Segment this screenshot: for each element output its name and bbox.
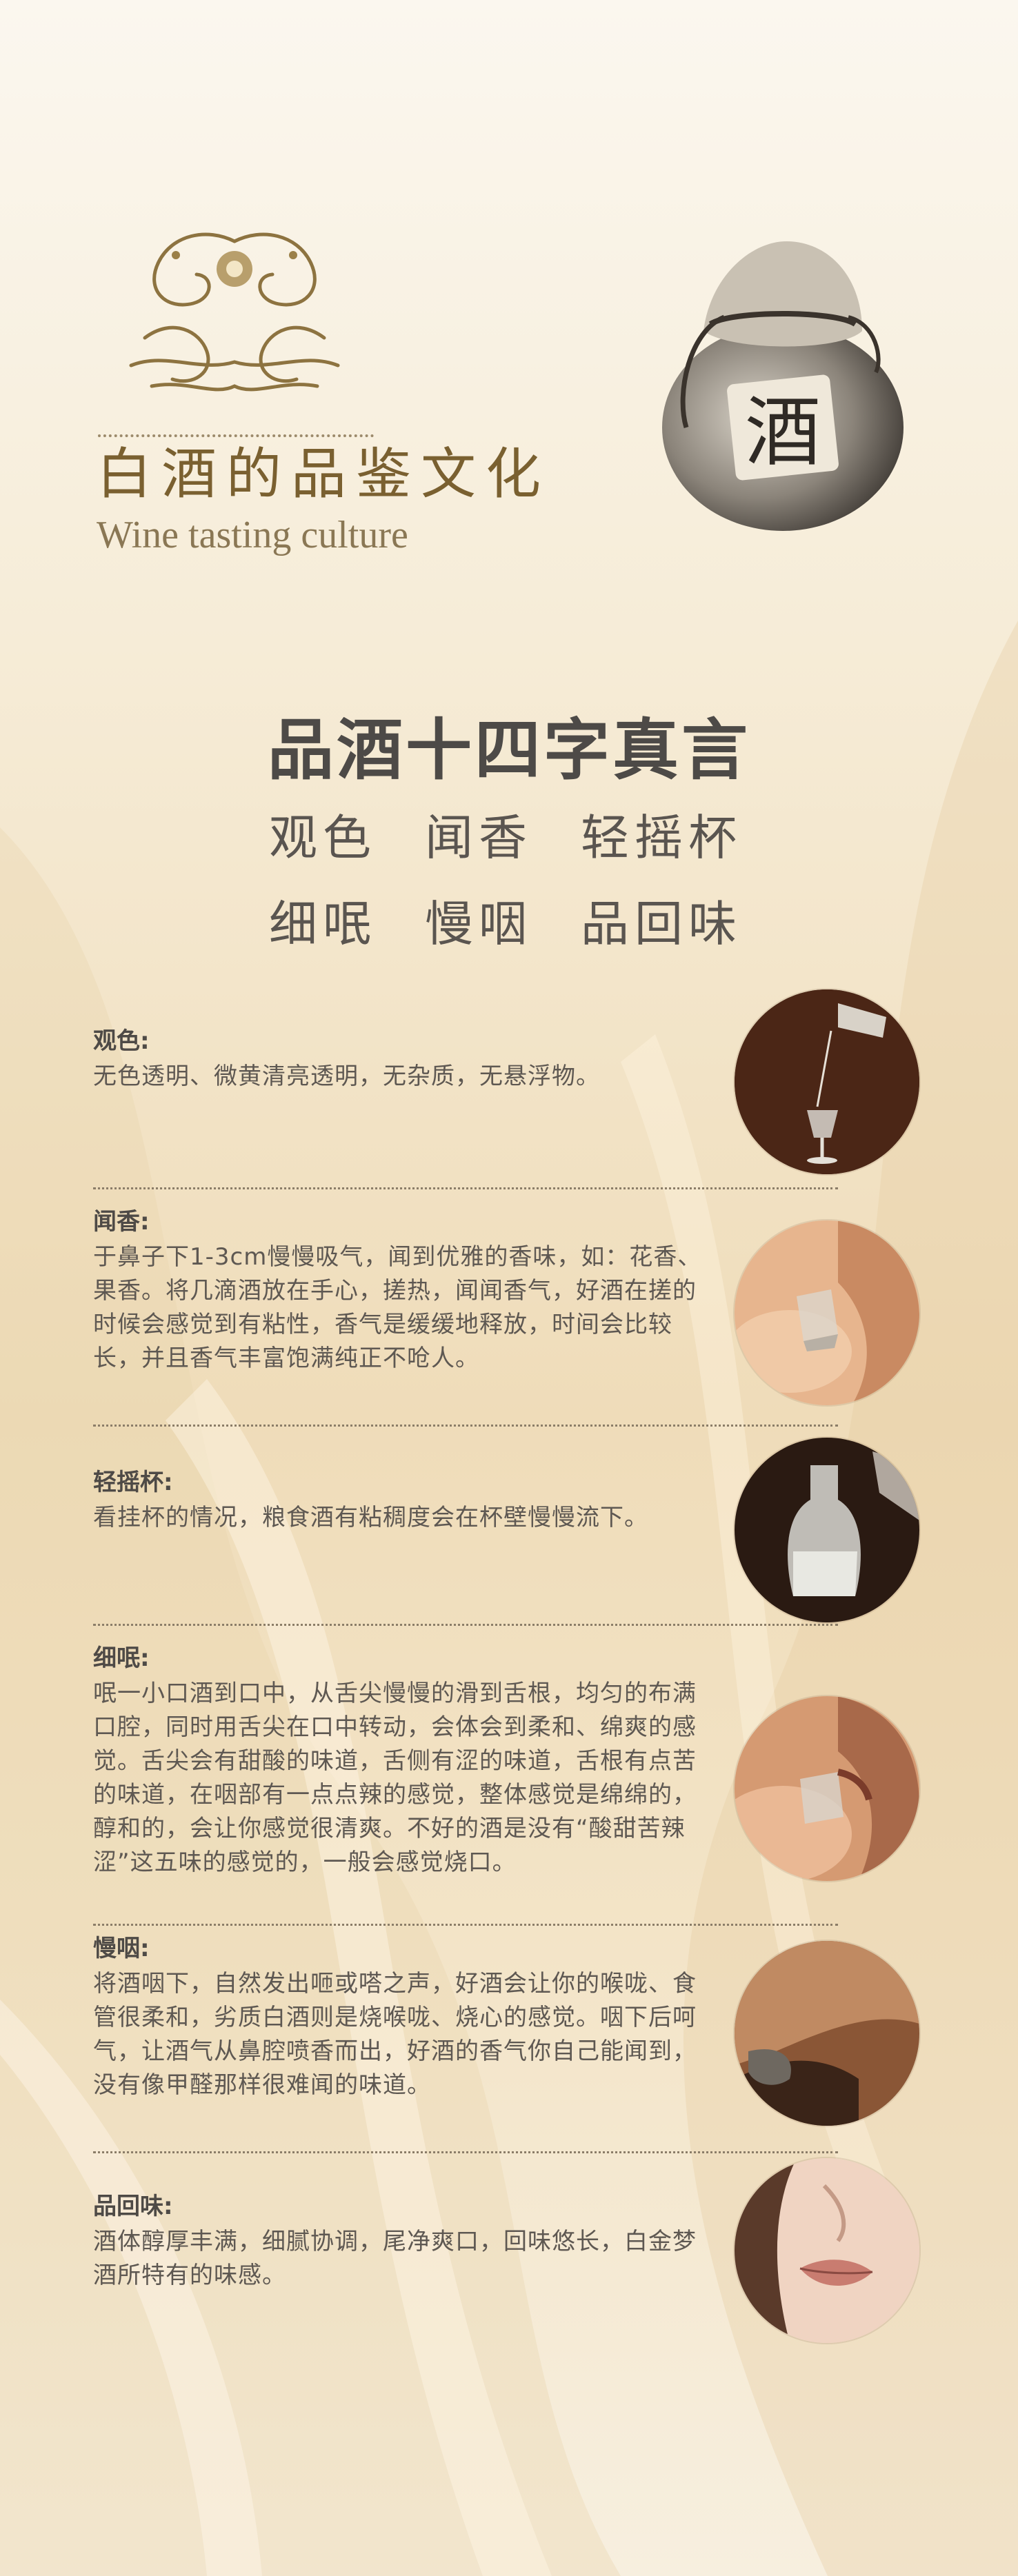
mantra-item: 观色: [269, 809, 377, 866]
section-body: 酒体醇厚丰满，细腻协调，尾净爽口，回味悠长，白金梦酒所特有的味感。: [93, 2227, 697, 2289]
section-divider: [93, 1425, 838, 1427]
mantra-row-2: 细呡 慢咽 品回味: [269, 900, 821, 948]
wine-jar-icon: 酒: [662, 241, 904, 531]
swallowing-photo: [735, 1941, 919, 2126]
mantra-row-1: 观色 闻香 轻摇杯: [269, 814, 821, 862]
section-swallow: 慢咽: 将酒咽下，自然发出咂或嗒之声，好酒会让你的喉咙、食管很柔和，劣质白酒则是…: [93, 1935, 707, 2102]
tasting-heading: 品酒十四字真言: [268, 712, 750, 789]
jar-character: 酒: [745, 388, 821, 476]
section-aftertaste: 品回味: 酒体醇厚丰满，细腻协调，尾净爽口，回味悠长，白金梦酒所特有的味感。: [93, 2193, 707, 2293]
section-title: 细呡:: [93, 1644, 150, 1672]
section-sip: 细呡: 呡一小口酒到口中，从舌尖慢慢的滑到舌根，均匀的布满口腔，同时用舌尖在口中…: [93, 1644, 707, 1880]
section-body: 无色透明、微黄清亮透明，无杂质，无悬浮物。: [93, 1062, 600, 1090]
sipping-photo: [735, 1696, 919, 1881]
title-dotted-rule: [98, 434, 374, 437]
section-body: 呡一小口酒到口中，从舌尖慢慢的滑到舌根，均匀的布满口腔，同时用舌尖在口中转动，会…: [93, 1679, 697, 1876]
section-body: 看挂杯的情况，粮食酒有粘稠度会在杯壁慢慢流下。: [93, 1503, 648, 1531]
section-swirl-glass: 轻摇杯: 看挂杯的情况，粮食酒有粘稠度会在杯壁慢慢流下。: [93, 1469, 707, 1535]
section-divider: [93, 1924, 838, 1926]
dragon-emblem-icon: [129, 232, 340, 392]
mantra-item: 闻香: [425, 809, 532, 866]
section-title: 品回味:: [93, 2193, 173, 2220]
mantra-item: 轻摇杯: [581, 809, 742, 866]
section-smell: 闻香: 于鼻子下1-3cm慢慢吸气，闻到优雅的香味，如：花香、果香。将几滴酒放在…: [93, 1208, 707, 1376]
decanter-photo: [735, 1438, 919, 1622]
smelling-glass-photo: [735, 1220, 919, 1405]
section-divider: [93, 1187, 838, 1189]
section-body: 将酒咽下，自然发出咂或嗒之声，好酒会让你的喉咙、食管很柔和，劣质白酒则是烧喉咙、…: [93, 1969, 697, 2099]
mantra-item: 细呡: [269, 896, 377, 952]
pouring-glass-photo: [735, 989, 919, 1174]
section-title: 闻香:: [93, 1208, 150, 1236]
mantra-item: 慢咽: [425, 896, 532, 952]
lips-photo: [735, 2158, 919, 2343]
section-divider: [93, 2151, 838, 2153]
section-observe-color: 观色: 无色透明、微黄清亮透明，无杂质，无悬浮物。: [93, 1027, 707, 1094]
section-title: 慢咽:: [93, 1935, 150, 1962]
section-body: 于鼻子下1-3cm慢慢吸气，闻到优雅的香味，如：花香、果香。将几滴酒放在手心，搓…: [93, 1242, 702, 1372]
section-title: 轻摇杯:: [93, 1469, 173, 1496]
section-title: 观色:: [93, 1027, 150, 1055]
sub-title: Wine tasting culture: [97, 514, 408, 556]
section-divider: [93, 1624, 838, 1626]
mantra-item: 品回味: [581, 896, 742, 952]
main-title: 白酒的品鉴文化: [97, 442, 550, 506]
